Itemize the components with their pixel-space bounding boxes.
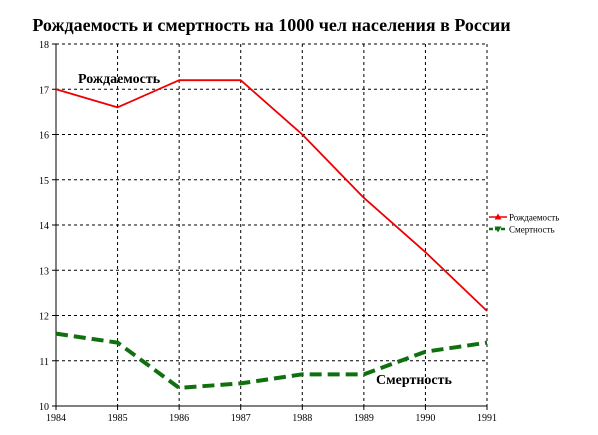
x-tick-label: 1991 <box>477 413 497 424</box>
series-lines <box>55 79 488 390</box>
y-tick-label: 16 <box>39 131 49 142</box>
x-tick-label: 1984 <box>46 413 66 424</box>
legend-marker <box>494 213 502 220</box>
annotation-death: Смертность <box>376 373 452 388</box>
x-tick-label: 1987 <box>231 413 251 424</box>
legend-marker <box>494 226 502 233</box>
series-line-death <box>55 331 488 390</box>
y-tick-label: 15 <box>39 176 49 187</box>
legend-label: Рождаемость <box>509 213 559 223</box>
x-tick-label: 1988 <box>292 413 312 424</box>
chart-title: Рождаемость и смертность на 1000 чел нас… <box>32 15 510 35</box>
annotation-birth: Рождаемость <box>78 72 161 87</box>
annotations: Рождаемость Смертность <box>78 72 452 388</box>
y-tick-label: 17 <box>39 85 49 96</box>
x-tick-label: 1989 <box>354 413 374 424</box>
y-tick-label: 14 <box>39 221 49 232</box>
series-line-birth <box>55 79 488 312</box>
grid-lines <box>56 44 487 406</box>
y-tick-label: 12 <box>39 312 49 323</box>
axes <box>52 43 488 410</box>
y-tick-labels: 10 11 12 13 14 15 16 17 18 <box>39 40 49 413</box>
x-tick-label: 1986 <box>169 413 189 424</box>
y-tick-label: 10 <box>39 402 49 413</box>
x-tick-label: 1985 <box>108 413 128 424</box>
legend: Рождаемость Смертность <box>489 213 559 235</box>
x-tick-label: 1990 <box>415 413 435 424</box>
y-tick-label: 18 <box>39 40 49 51</box>
y-tick-label: 11 <box>39 357 49 368</box>
y-tick-label: 13 <box>39 266 49 277</box>
x-tick-labels: 1984 1985 1986 1987 1988 1989 1990 1991 <box>46 413 497 424</box>
legend-label: Смертность <box>509 225 555 235</box>
